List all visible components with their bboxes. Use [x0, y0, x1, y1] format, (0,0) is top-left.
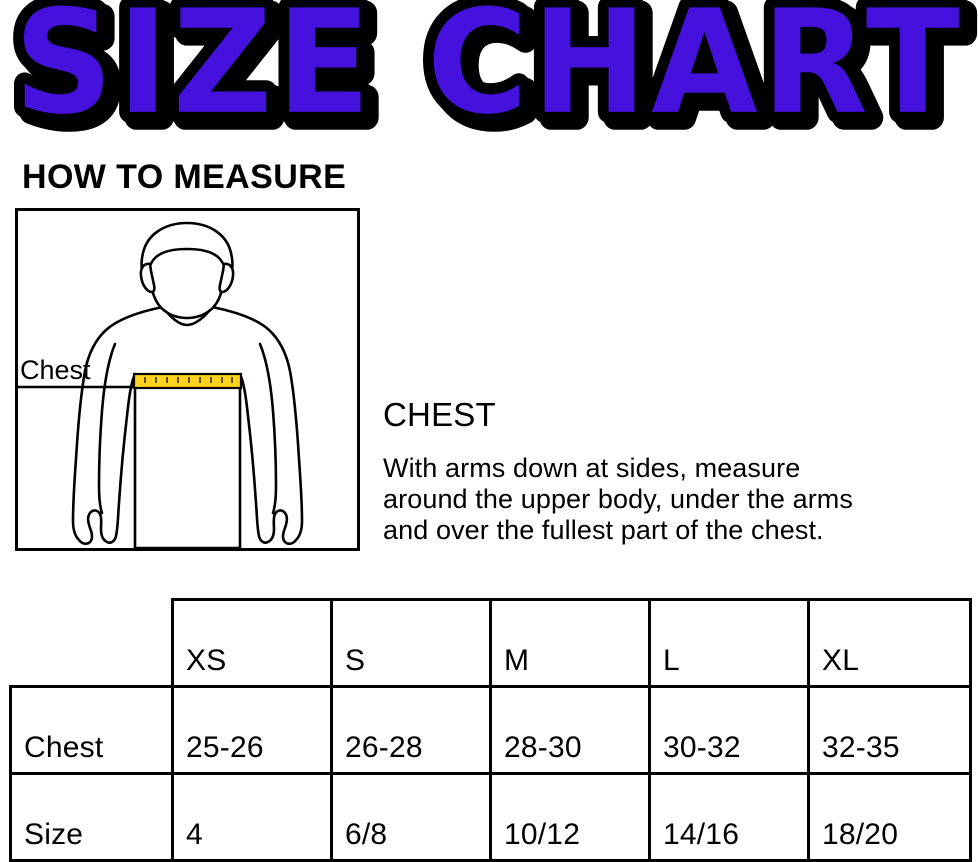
table-header-m: M — [489, 598, 651, 688]
chest-description-line-3: and over the fullest part of the chest. — [383, 515, 824, 545]
body-outline-group — [71, 221, 304, 548]
torso-and-arms-path — [71, 289, 304, 548]
size-chart-title-art: SIZE CHART SIZE CHART SIZE CHART — [3, 0, 978, 142]
size-chart-table-wrap: XS S M L XL Chest 25-26 26-28 28-30 30-3… — [9, 598, 972, 862]
cell-chest-s: 26-28 — [330, 685, 492, 775]
title-fill-layer: SIZE CHART — [14, 0, 964, 142]
cell-size-l: 14/16 — [648, 772, 810, 862]
page-title: SIZE CHART SIZE CHART SIZE CHART — [0, 0, 978, 142]
right-arm-seam-path — [258, 342, 278, 515]
chest-measure-label: Chest — [20, 355, 91, 385]
how-to-measure-heading: HOW TO MEASURE — [22, 158, 347, 196]
title-shadow-layer: SIZE CHART — [20, 0, 970, 142]
table-header-l: L — [648, 598, 810, 688]
row-label-size: Size — [9, 772, 174, 862]
table-header-xl: XL — [807, 598, 972, 688]
chest-tape-group — [132, 372, 243, 390]
chest-section-heading: CHEST — [383, 396, 496, 433]
chest-section-description: With arms down at sides, measure around … — [383, 453, 973, 546]
table-corner-blank — [11, 600, 173, 687]
cell-size-m: 10/12 — [489, 772, 651, 862]
chest-tape-ticks — [144, 377, 233, 383]
measurement-illustration-box — [15, 208, 360, 551]
cell-size-xl: 18/20 — [807, 772, 972, 862]
chest-tape — [132, 372, 243, 390]
cell-chest-xs: 25-26 — [171, 685, 333, 775]
cell-chest-xl: 32-35 — [807, 685, 972, 775]
row-label-chest: Chest — [9, 685, 174, 775]
table-row: Chest 25-26 26-28 28-30 30-32 32-35 — [9, 685, 972, 775]
cell-size-xs: 4 — [171, 772, 333, 862]
size-chart-table: XS S M L XL Chest 25-26 26-28 28-30 30-3… — [9, 598, 972, 862]
left-ear-path — [139, 262, 156, 294]
chest-description-line-1: With arms down at sides, measure — [383, 453, 801, 483]
cell-chest-m: 28-30 — [489, 685, 651, 775]
cell-chest-l: 30-32 — [648, 685, 810, 775]
table-header-xs: XS — [171, 598, 333, 688]
cell-size-s: 6/8 — [330, 772, 492, 862]
chest-description-line-2: around the upper body, under the arms — [383, 484, 854, 514]
table-header-s: S — [330, 598, 492, 688]
table-header-row: XS S M L XL — [11, 598, 972, 688]
hair-path — [140, 221, 234, 281]
body-figure-diagram — [18, 221, 304, 548]
table-row: Size 4 6/8 10/12 14/16 18/20 — [9, 772, 972, 862]
left-arm-seam-path — [97, 342, 117, 515]
title-outline-layer: SIZE CHART — [14, 0, 964, 142]
right-ear-path — [218, 262, 235, 294]
